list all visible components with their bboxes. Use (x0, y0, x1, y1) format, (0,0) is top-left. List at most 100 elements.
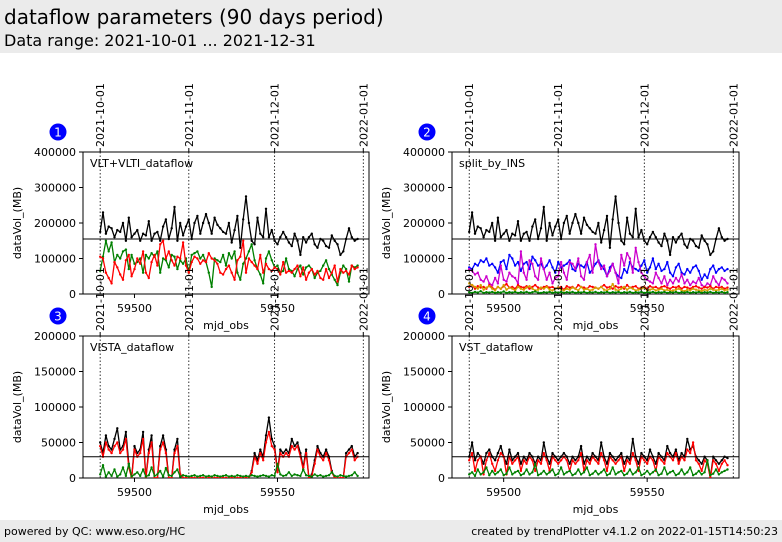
data-point (170, 253, 173, 257)
data-point (327, 276, 331, 280)
data-point (476, 468, 479, 471)
data-point (293, 232, 296, 235)
data-point (623, 462, 626, 465)
data-point (479, 290, 482, 293)
data-point (296, 441, 299, 444)
data-point (726, 286, 729, 289)
data-point (646, 462, 649, 465)
data-point (505, 291, 508, 294)
data-point (170, 476, 173, 478)
data-point (276, 267, 279, 271)
data-point (536, 278, 540, 281)
plot-frame (451, 151, 740, 295)
data-point (617, 282, 620, 285)
data-point (482, 280, 485, 283)
data-point (528, 291, 531, 294)
data-point (637, 236, 640, 239)
data-point (594, 469, 597, 473)
data-point (210, 232, 213, 235)
data-point (554, 474, 557, 477)
data-point (505, 288, 508, 291)
data-point (227, 475, 231, 478)
data-point (691, 239, 695, 242)
data-point (327, 246, 331, 249)
data-point (513, 471, 517, 474)
data-point (640, 287, 643, 290)
data-point (130, 253, 133, 257)
data-point (233, 475, 236, 478)
x-tick-label: 59500 (486, 486, 521, 499)
data-point (577, 283, 580, 287)
data-point (689, 283, 692, 287)
series-points (468, 441, 729, 478)
data-point (574, 287, 577, 290)
data-point (470, 211, 474, 214)
data-point (239, 278, 242, 281)
data-point (150, 441, 153, 444)
data-point (468, 266, 471, 269)
data-point (184, 474, 188, 478)
data-point (519, 285, 523, 289)
data-point (113, 468, 116, 471)
data-point (133, 448, 136, 451)
data-point (557, 275, 560, 278)
y-tick-label: 200000 (403, 330, 445, 343)
data-point (663, 290, 666, 294)
data-point (551, 234, 554, 237)
data-point (253, 474, 256, 478)
date-marker-label: 2022-01-01 (357, 83, 370, 147)
data-point (634, 246, 637, 249)
data-point (608, 291, 612, 294)
data-point (709, 290, 712, 294)
data-point (207, 476, 210, 478)
data-point (259, 451, 262, 455)
data-point (522, 288, 525, 291)
data-point (620, 285, 623, 289)
data-point (516, 291, 520, 294)
data-point (267, 236, 271, 239)
data-point (502, 474, 505, 477)
data-point (671, 282, 675, 285)
data-point (239, 476, 242, 478)
data-point (319, 269, 322, 273)
data-point (127, 462, 130, 465)
data-point (133, 473, 136, 476)
data-point (712, 472, 715, 475)
data-point (499, 444, 502, 448)
data-point (322, 475, 325, 478)
data-point (579, 232, 583, 235)
data-point (468, 230, 471, 234)
data-point (565, 471, 568, 474)
data-point (353, 239, 356, 242)
data-point (582, 266, 586, 269)
data-point (233, 278, 236, 281)
data-point (207, 252, 210, 255)
series-group (99, 416, 359, 478)
data-point (697, 469, 700, 473)
data-point (643, 286, 646, 289)
data-point (302, 468, 305, 471)
data-point (130, 236, 133, 239)
data-point (660, 291, 663, 294)
data-point (686, 448, 689, 451)
data-point (600, 471, 603, 474)
data-point (116, 427, 119, 430)
data-point (176, 444, 179, 448)
data-point (147, 451, 150, 455)
data-point (680, 271, 683, 274)
data-point (136, 471, 139, 474)
data-point (473, 262, 477, 265)
data-point (545, 278, 548, 281)
data-point (594, 286, 597, 289)
data-point (213, 257, 216, 260)
data-point (350, 474, 353, 477)
panel-number-badge (49, 123, 67, 141)
data-point (536, 291, 540, 294)
data-point (113, 236, 116, 239)
data-point (657, 291, 660, 294)
data-point (333, 278, 336, 281)
data-point (496, 291, 500, 294)
data-point (159, 243, 162, 246)
data-point (121, 221, 125, 225)
data-point (617, 290, 620, 294)
